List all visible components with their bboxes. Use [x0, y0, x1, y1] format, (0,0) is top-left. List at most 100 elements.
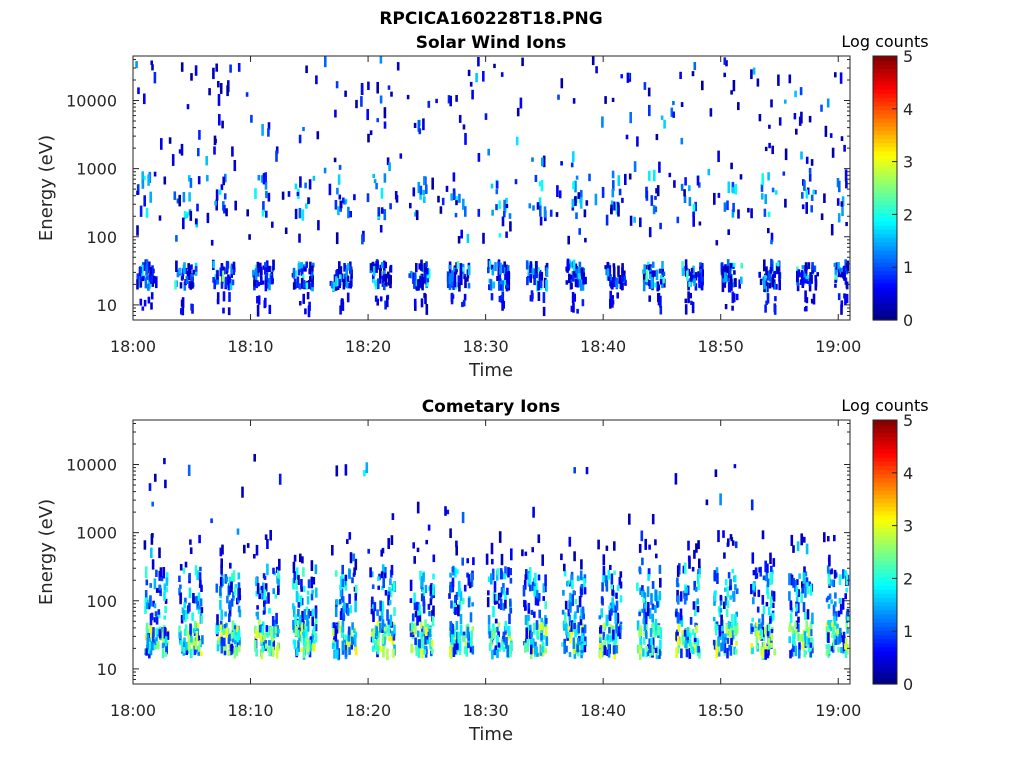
heatmap-cell — [370, 571, 374, 578]
heatmap-cell — [645, 269, 649, 279]
colorbar-tick-label: 0 — [903, 311, 913, 330]
heatmap-cell — [377, 576, 380, 581]
heatmap-cell — [370, 263, 373, 271]
heatmap-cell — [234, 640, 237, 645]
heatmap-cell — [458, 282, 461, 292]
colorbar-segment — [873, 117, 897, 123]
heatmap-cell — [453, 191, 456, 200]
heatmap-cell — [654, 589, 658, 602]
heatmap-cell — [835, 262, 838, 270]
heatmap-cell — [788, 622, 792, 631]
heatmap-cell — [533, 277, 536, 286]
heatmap-cell — [165, 645, 168, 652]
heatmap-cell — [636, 136, 639, 147]
heatmap-cell — [569, 274, 573, 280]
heatmap-cell — [838, 574, 842, 585]
heatmap-cell — [383, 624, 386, 629]
heatmap-cell — [409, 202, 412, 209]
heatmap-cell — [770, 239, 773, 245]
heatmap-cell — [449, 272, 452, 278]
heatmap-cell — [647, 570, 650, 581]
heatmap-cell — [766, 578, 770, 588]
heatmap-cell — [754, 627, 758, 637]
heatmap-cell — [372, 278, 375, 284]
heatmap-cell — [193, 645, 197, 656]
heatmap-cell — [344, 574, 348, 581]
heatmap-cell — [695, 543, 698, 553]
heatmap-cell — [494, 618, 498, 624]
heatmap-cell — [146, 637, 149, 650]
heatmap-cell — [795, 586, 799, 596]
heatmap-cell — [797, 589, 800, 597]
heatmap-cell — [294, 270, 298, 277]
heatmap-cell — [717, 651, 721, 657]
heatmap-cell — [659, 295, 662, 308]
heatmap-cell — [834, 275, 837, 280]
heatmap-cell — [803, 631, 807, 641]
heatmap-cell — [344, 464, 348, 476]
heatmap-cell — [462, 299, 466, 307]
heatmap-cell — [805, 305, 808, 312]
heatmap-cell — [255, 648, 258, 657]
heatmap-cell — [524, 551, 528, 556]
heatmap-cell — [810, 205, 813, 213]
heatmap-cell — [532, 205, 535, 211]
heatmap-cell — [230, 598, 234, 607]
heatmap-cell — [834, 592, 837, 599]
heatmap-cell — [735, 293, 739, 301]
heatmap-cell — [143, 540, 147, 550]
heatmap-cell — [417, 279, 420, 291]
heatmap-cell — [802, 572, 806, 584]
heatmap-cell — [579, 570, 583, 580]
heatmap-cell — [696, 598, 699, 605]
x-tick-label: 18:40 — [580, 337, 626, 356]
heatmap-cell — [801, 638, 805, 651]
heatmap-cell — [755, 622, 759, 627]
heatmap-cell — [618, 577, 622, 586]
heatmap-cell — [827, 643, 831, 654]
heatmap-cell — [651, 603, 655, 610]
heatmap-cell — [756, 630, 760, 637]
heatmap-cell — [500, 72, 504, 77]
heatmap-cell — [424, 634, 427, 645]
heatmap-cell — [225, 622, 228, 630]
heatmap-cell — [609, 564, 612, 570]
heatmap-cell — [149, 267, 152, 275]
heatmap-cell — [570, 162, 574, 168]
heatmap-cell — [376, 81, 379, 94]
heatmap-cell — [334, 109, 337, 118]
heatmap-cell — [160, 138, 163, 150]
heatmap-cell — [227, 307, 231, 316]
heatmap-cell — [715, 240, 719, 246]
heatmap-cell — [379, 225, 383, 233]
heatmap-cell — [347, 637, 351, 648]
heatmap-cell — [534, 595, 538, 606]
heatmap-cell — [295, 648, 299, 656]
heatmap-cell — [315, 75, 318, 85]
heatmap-cell — [834, 72, 837, 78]
heatmap-cell — [224, 276, 228, 288]
heatmap-cell — [302, 280, 306, 289]
heatmap-cell — [422, 118, 425, 131]
heatmap-cell — [654, 618, 658, 631]
heatmap-cell — [311, 616, 314, 627]
heatmap-cell — [301, 556, 304, 564]
heatmap-cell — [299, 176, 302, 188]
heatmap-cell — [693, 642, 697, 651]
heatmap-cell — [178, 194, 181, 207]
heatmap-cell — [393, 607, 396, 616]
heatmap-cell — [392, 648, 395, 658]
heatmap-cell — [560, 161, 563, 166]
heatmap-cell — [831, 621, 834, 628]
heatmap-cell — [716, 625, 720, 631]
heatmap-cell — [221, 270, 225, 282]
heatmap-cell — [153, 603, 157, 609]
heatmap-cell — [571, 594, 574, 607]
heatmap-cell — [653, 169, 656, 182]
heatmap-cell — [352, 553, 356, 562]
heatmap-cell — [221, 120, 224, 129]
heatmap-cell — [843, 636, 846, 644]
heatmap-cell — [151, 277, 154, 283]
heatmap-cell — [654, 195, 657, 200]
heatmap-cell — [335, 232, 339, 245]
